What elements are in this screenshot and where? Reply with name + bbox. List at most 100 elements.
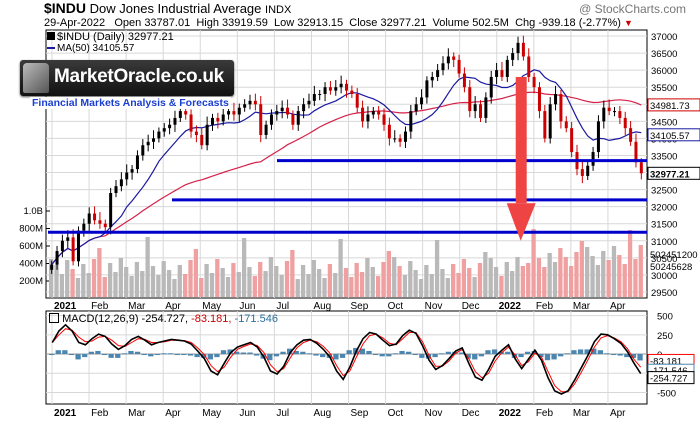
histogram-bar [49, 354, 55, 356]
volume-bar [520, 266, 525, 297]
histogram-bar [538, 354, 544, 358]
logo-title: MarketOracle.co.uk [54, 66, 224, 87]
candle-body [537, 87, 541, 112]
volume-value: 502.5M [472, 17, 509, 29]
candle-body [152, 138, 156, 142]
candle-body [307, 100, 311, 105]
volume-bar [107, 263, 113, 297]
candle-body [548, 104, 552, 139]
histogram-bar [630, 354, 637, 358]
volume-bar [150, 266, 156, 297]
volume-bar [295, 279, 300, 297]
candle-body [554, 94, 558, 105]
index-name: Dow Jones Industrial Average [89, 1, 262, 16]
macd-tick-label: -500 [657, 388, 676, 399]
candle-body [409, 111, 413, 132]
close-value: 32977.21 [380, 17, 427, 29]
x-tick-label: Sep [351, 408, 369, 419]
candle-body [366, 114, 370, 122]
histogram-bar [412, 354, 418, 356]
candle-body [82, 223, 86, 231]
candle-body [521, 42, 525, 57]
volume-bar [440, 269, 445, 297]
histogram-bar [194, 354, 200, 358]
quote-date: 29-Apr-2022 [44, 17, 106, 29]
candle-body [420, 97, 424, 105]
histogram-bar [134, 351, 141, 355]
histogram-bar [207, 354, 213, 360]
volume-tick-label: 1.0B [23, 206, 43, 217]
candle-body [141, 145, 145, 156]
volume-bar [633, 259, 638, 297]
volume-right-label: 502451200 [650, 250, 698, 261]
candle-body [602, 107, 606, 122]
histogram-bar [88, 351, 94, 355]
volume-bar [311, 260, 316, 297]
histogram-bar [240, 352, 247, 355]
x-tick-label: Sep [351, 301, 369, 312]
candle-body [527, 56, 531, 77]
histogram-bar [399, 350, 405, 355]
volume-bar [601, 251, 606, 297]
volume-bar [177, 265, 182, 297]
volume-bar [585, 247, 590, 297]
candle-body [532, 76, 536, 88]
candle-body [446, 56, 450, 64]
histogram-bar [386, 354, 392, 357]
candle-body [259, 104, 263, 135]
volume-bar [370, 267, 375, 297]
candle-body [345, 83, 348, 91]
histogram-bar [478, 354, 485, 357]
y-tick-label: 32500 [651, 186, 677, 197]
candle-body [607, 107, 611, 112]
histogram-bar [108, 354, 114, 358]
volume-bar [343, 268, 349, 297]
volume-bar [504, 262, 509, 297]
candle-body [382, 114, 386, 125]
histogram-bar [491, 349, 498, 355]
high-label: High [196, 17, 219, 29]
histogram-bar [333, 354, 339, 360]
volume-bar [156, 275, 161, 297]
candle-body [275, 111, 279, 115]
histogram-bar [366, 350, 372, 355]
price-legend-text: $INDU (Daily) 32977.21 [57, 31, 174, 43]
volume-bar [338, 239, 343, 297]
open-value: 33787.01 [144, 17, 191, 29]
ma50-swatch [47, 47, 55, 50]
y-tick-label: 30500 [651, 254, 677, 265]
candle-body [291, 114, 295, 125]
histogram-bar [247, 352, 253, 355]
x-tick-label: 2022 [499, 301, 522, 312]
candle-body [227, 111, 231, 115]
candle-body [221, 114, 225, 122]
volume-bar [418, 279, 424, 297]
volume-bar [118, 258, 123, 297]
volume-bar [477, 263, 483, 297]
volume-bar [574, 252, 579, 297]
histogram-bar [148, 354, 154, 357]
price-value-text: 34981.73 [650, 101, 690, 112]
volume-bar [354, 263, 359, 297]
histogram-bar [432, 354, 438, 358]
histogram-bar [253, 354, 260, 356]
y-tick-label: 36500 [651, 49, 677, 60]
macd-panel-frame [45, 310, 648, 405]
histogram-bar [68, 354, 75, 356]
candle-body [55, 251, 59, 265]
volume-tick-label: 800M [19, 224, 43, 235]
histogram-bar [128, 350, 134, 355]
candle-body [505, 59, 509, 77]
histogram-bar [458, 352, 465, 355]
volume-bar [392, 257, 397, 297]
volume-bar [86, 273, 91, 297]
volume-bar [547, 253, 552, 297]
histogram-bar [379, 354, 385, 357]
candle-body [639, 162, 643, 174]
volume-bar [397, 266, 402, 297]
x-tick-label: Apr [610, 301, 626, 312]
x-tick-label: 2021 [54, 408, 77, 419]
volume-bar [81, 264, 86, 297]
volume-bar [54, 265, 59, 297]
x-tick-label: Feb [91, 301, 109, 312]
